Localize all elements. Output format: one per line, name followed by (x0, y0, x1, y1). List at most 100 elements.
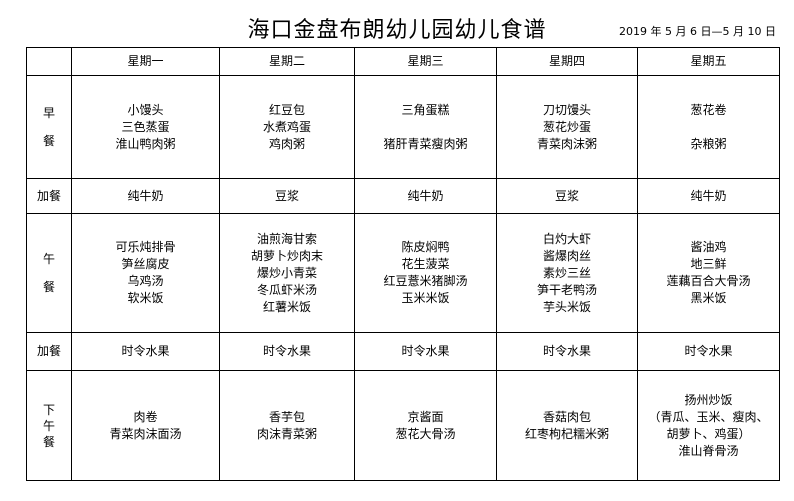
dish: 京酱面 (407, 409, 444, 424)
dish: 纯牛奶 (690, 188, 727, 203)
dish: 葱花大骨汤 (395, 426, 456, 441)
page-title: 海口金盘布朗幼儿园幼儿食谱 (247, 18, 547, 43)
dish: 纯牛奶 (407, 188, 444, 203)
dish: 软米饭 (127, 291, 164, 305)
meal-label-char: 下 (42, 402, 55, 417)
meal-label-char: 加餐 (36, 188, 61, 203)
dish: 扬州炒饭 (684, 392, 733, 407)
dish: 莲藕百合大骨汤 (666, 274, 751, 288)
menu-cell: 豆浆 (496, 178, 638, 214)
dish: 猪肝青菜瘦肉粥 (383, 136, 468, 151)
dish (638, 119, 779, 136)
dish: 红薯米饭 (262, 299, 311, 314)
date-range: 2019 年 5 月 6 日—5 月 10 日 (619, 25, 776, 38)
day-header: 星期四 (496, 47, 638, 76)
meal-label: 午餐 (26, 213, 72, 333)
dish: 油煎海甘索 (256, 231, 317, 246)
menu-cell: 红豆包 水煮鸡蛋 鸡肉粥 (219, 75, 355, 179)
dish: 刀切馒头 (542, 102, 591, 117)
dish: 红枣枸杞糯米粥 (524, 426, 609, 441)
dish: 胡萝卜炒肉末 (250, 248, 323, 263)
meal-label: 早餐 (26, 75, 72, 179)
dish: 冬瓜虾米汤 (256, 282, 317, 297)
menu-cell: 刀切馒头葱花炒蛋青菜肉沫粥 (496, 75, 638, 179)
dish: 鸡肉粥 (268, 136, 305, 151)
dish: （青瓜、玉米、瘦肉、 (648, 409, 769, 424)
header-row: 星期一 星期二 星期三 星期四 星期五 (26, 47, 780, 76)
dish: 肉沫青菜粥 (256, 426, 317, 441)
day-header: 星期一 (71, 47, 220, 76)
meal-label-char: 餐 (42, 134, 55, 148)
dish: 地三鲜 (690, 257, 727, 271)
meal-label: 加餐 (26, 178, 72, 214)
dish: 淮山鸭肉粥 (115, 136, 176, 151)
menu-cell: 陈皮焖鸭 花生菠菜 红豆薏米猪脚汤 玉米米饭 (354, 213, 497, 333)
menu-cell: 时令水果 (219, 332, 355, 371)
menu-cell: 时令水果 (71, 332, 220, 371)
menu-cell: 扬州炒饭 （青瓜、玉米、瘦肉、 胡萝卜、鸡蛋） 淮山脊骨汤 (637, 370, 780, 481)
day-header: 星期三 (354, 47, 497, 76)
dish: 三色蒸蛋 (121, 119, 170, 134)
dish: 时令水果 (542, 344, 591, 358)
meal-label-char: 餐 (42, 280, 55, 294)
meal-label-char: 早 (42, 106, 55, 120)
meal-row: 下午餐肉卷 青菜肉沫面汤 香芋包 肉沫青菜粥 京酱面 葱花大骨汤 香菇肉包 红枣枸杞糯米粥 扬州… (26, 370, 780, 481)
dish: 时令水果 (401, 344, 450, 358)
meal-label-char: 餐 (42, 434, 55, 449)
dish: 青菜肉沫面汤 (109, 426, 182, 441)
menu-cell: 油煎海甘索胡萝卜炒肉末 爆炒小青菜冬瓜虾米汤红薯米饭 (219, 213, 355, 333)
menu-cell: 纯牛奶 (637, 178, 780, 214)
meal-row: 加餐 纯牛奶 豆浆 纯牛奶 豆浆 纯牛奶 (26, 178, 780, 214)
dish: 香芋包 (268, 409, 305, 424)
dish: 时令水果 (262, 344, 311, 358)
menu-cell: 时令水果 (637, 332, 780, 371)
menu-cell: 肉卷 青菜肉沫面汤 (71, 370, 220, 481)
menu-cell: 酱油鸡地三鲜莲藕百合大骨汤 黑米饭 (637, 213, 780, 333)
dish: 酱油鸡 (690, 240, 727, 254)
menu-cell: 纯牛奶 (354, 178, 497, 214)
dish: 豆浆 (274, 188, 299, 203)
dish: 芋头米饭 (542, 299, 591, 314)
dish: 红豆薏米猪脚汤 (383, 274, 468, 288)
menu-cell: 白灼大虾酱爆肉丝素炒三丝笋干老鸭汤芋头米饭 (496, 213, 638, 333)
menu-table: 星期一 星期二 星期三 星期四 星期五 早餐小馒头 三色蒸蛋 淮山鸭肉粥 红豆包 水煮鸡… (26, 47, 780, 481)
dish: 三角蛋糕 (401, 102, 450, 117)
dish: 酱爆肉丝 (542, 248, 591, 263)
meal-row: 午餐可乐炖排骨 笋丝腐皮 乌鸡汤 软米饭 油煎海甘索 胡萝卜炒肉末 爆炒小青菜 冬瓜虾米汤 红薯… (26, 213, 780, 333)
dish: 时令水果 (684, 344, 733, 358)
dish: 黑米饭 (690, 291, 727, 305)
day-header: 星期二 (219, 47, 355, 76)
dish: 葱花炒蛋 (542, 119, 591, 134)
menu-cell: 时令水果 (496, 332, 638, 371)
menu-cell: 纯牛奶 (71, 178, 220, 214)
menu-cell: 时令水果 (354, 332, 497, 371)
menu-cell: 香芋包 肉沫青菜粥 (219, 370, 355, 481)
dish: 花生菠菜 (401, 257, 450, 271)
meal-label-char: 午 (42, 418, 55, 433)
meal-row: 早餐小馒头 三色蒸蛋 淮山鸭肉粥 红豆包 水煮鸡蛋 鸡肉粥 三角蛋糕 猪肝青菜瘦肉粥 刀切馒头葱… (26, 75, 780, 179)
day-header: 星期五 (637, 47, 780, 76)
dish: 玉米米饭 (401, 291, 450, 305)
dish: 笋丝腐皮 (121, 257, 170, 271)
dish: 纯牛奶 (127, 188, 164, 203)
dish: 青菜肉沫粥 (536, 136, 597, 151)
menu-cell: 京酱面 葱花大骨汤 (354, 370, 497, 481)
dish: 红豆包 (268, 102, 305, 117)
dish: 香菇肉包 (542, 409, 591, 424)
dish: 爆炒小青菜 (256, 265, 317, 280)
dish: 白灼大虾 (542, 231, 591, 246)
menu-cell: 三角蛋糕猪肝青菜瘦肉粥 (354, 75, 497, 179)
dish: 素炒三丝 (542, 265, 591, 280)
dish: 杂粮粥 (690, 136, 727, 151)
meal-label-char: 加餐 (36, 344, 61, 358)
menu-cell: 葱花卷 杂粮粥 (637, 75, 780, 179)
dish: 胡萝卜、鸡蛋） (666, 426, 751, 441)
dish: 小馒头 (127, 102, 164, 117)
dish: 葱花卷 (690, 102, 727, 117)
menu-cell: 豆浆 (219, 178, 355, 214)
menu-cell: 可乐炖排骨 笋丝腐皮 乌鸡汤 软米饭 (71, 213, 220, 333)
dish: 可乐炖排骨 (115, 240, 176, 254)
dish: 笋干老鸭汤 (536, 282, 597, 297)
dish: 时令水果 (121, 344, 170, 358)
dish: 豆浆 (554, 188, 579, 203)
